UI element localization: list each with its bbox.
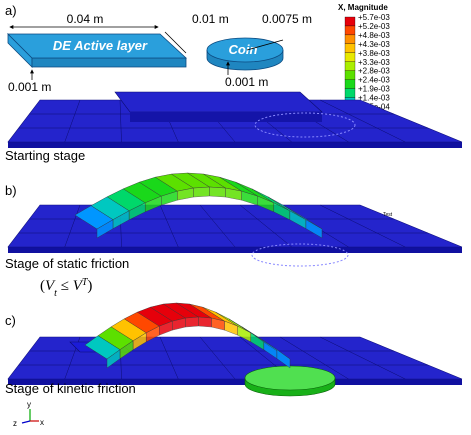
legend-label: +5.7e-03 — [358, 13, 390, 22]
legend-swatch — [345, 71, 355, 80]
legend-label: +3.8e-03 — [358, 49, 390, 58]
arch-side — [199, 317, 212, 327]
coin-label: Coin — [229, 42, 258, 57]
stage-label: Stage of static friction — [5, 256, 129, 271]
legend-swatch — [345, 62, 355, 71]
dimension-label: 0.01 m — [192, 12, 229, 26]
legend-label: +2.8e-03 — [358, 67, 390, 76]
plate-front — [8, 247, 462, 253]
stage-plate — [8, 92, 462, 148]
dimension-label: 0.0075 m — [262, 12, 312, 26]
stage-label: Stage of kinetic friction — [5, 381, 136, 396]
axis-label: z — [13, 419, 17, 428]
legend-swatch — [345, 89, 355, 98]
legend-swatch — [345, 17, 355, 26]
note: Test — [383, 212, 393, 218]
axis-label: x — [40, 418, 44, 427]
legend-swatch — [345, 44, 355, 53]
panel-label: b) — [5, 183, 17, 198]
dimension-label: 0.001 m — [8, 80, 51, 94]
legend-label: +2.4e-03 — [358, 76, 390, 85]
formula: (Vt ≤ VT) — [40, 277, 92, 299]
arch-side — [185, 317, 198, 327]
legend-swatch — [345, 80, 355, 89]
arch-side — [193, 187, 209, 197]
figure: a) DE Active layer 0.04 m 0.01 m 0.001 m… — [0, 0, 471, 435]
layer-box — [115, 92, 322, 112]
legend-swatch — [345, 53, 355, 62]
axis-triad — [22, 409, 39, 423]
coin — [245, 366, 335, 390]
formula-part: ) — [87, 278, 92, 294]
axis-label: y — [27, 400, 31, 409]
legend-label: +3.3e-03 — [358, 58, 390, 67]
arch-side — [210, 187, 226, 197]
layer-box-front — [130, 112, 322, 122]
legend-label: +4.8e-03 — [358, 31, 390, 40]
stage-plate — [8, 173, 462, 266]
panel-label: c) — [5, 313, 16, 328]
legend-label: +4.3e-03 — [358, 40, 390, 49]
dimension-label: 0.04 m — [67, 12, 104, 26]
legend-label: +1.9e-03 — [358, 85, 390, 94]
plate-top — [8, 205, 462, 247]
legend-swatch — [345, 35, 355, 44]
legend-swatch — [345, 26, 355, 35]
legend-title: X, Magnitude — [338, 3, 388, 12]
panel-label: a) — [5, 3, 17, 18]
dimension-label: 0.001 m — [225, 75, 268, 89]
formula-part: ≤ — [57, 278, 73, 294]
stage-label: Starting stage — [5, 148, 85, 163]
layer-label: DE Active layer — [53, 38, 148, 53]
legend-label: +5.2e-03 — [358, 22, 390, 31]
